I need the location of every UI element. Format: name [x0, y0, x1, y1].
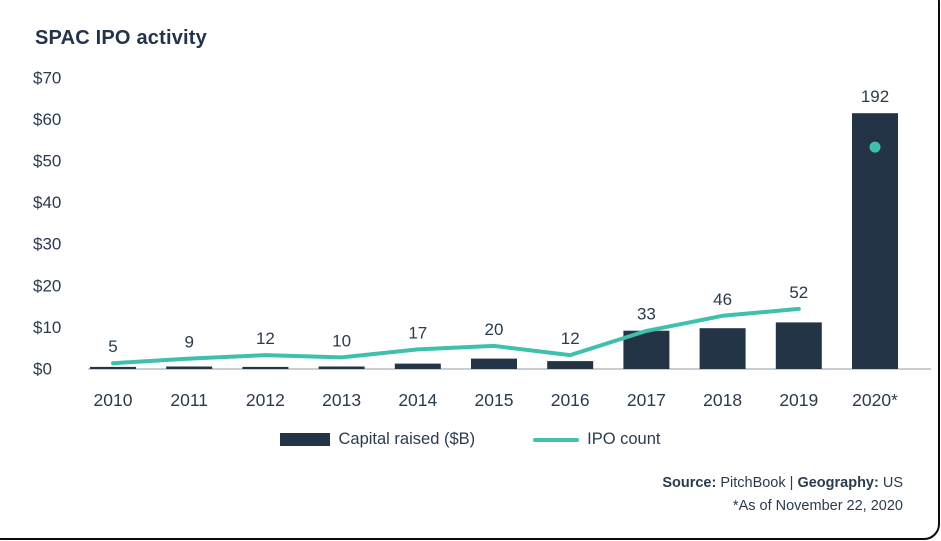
x-axis-year-label: 2019: [779, 390, 818, 410]
source-label: Source:: [662, 475, 717, 491]
x-axis-year-label: 2012: [246, 390, 285, 410]
ipo-count-value-label: 12: [256, 329, 275, 348]
ipo-count-line: [111, 306, 801, 366]
geography-value: US: [878, 475, 903, 491]
legend-label-capital-raised: Capital raised ($B): [338, 430, 476, 448]
y-tick-label: $40: [33, 193, 61, 212]
asof-line: *As of November 22, 2020: [732, 498, 903, 515]
y-tick-label: $20: [33, 276, 61, 295]
y-tick-label: $70: [33, 68, 61, 87]
capital-raised-bar: [318, 366, 365, 369]
x-axis-year-label: 2017: [627, 390, 666, 410]
ipo-count-value-label: 5: [108, 337, 117, 356]
legend-item-capital-raised: Capital raised ($B): [280, 430, 475, 449]
legend: Capital raised ($B) IPO count: [0, 430, 941, 449]
capital-raised-bar: [699, 328, 746, 369]
ipo-count-value-label: 52: [789, 283, 808, 302]
source-note: Source: PitchBook | Geography: US *As of…: [662, 472, 903, 518]
ipo-count-value-label: 46: [713, 290, 732, 309]
capital-raised-bar: [90, 366, 136, 369]
ipo-count-value-label: 192: [861, 87, 889, 106]
line-swatch-icon: [533, 437, 580, 442]
geography-label: Geography:: [797, 475, 879, 491]
ipo-count-value-label: 10: [332, 331, 351, 350]
page-title: SPAC IPO activity: [35, 27, 207, 50]
y-tick-label: $50: [33, 152, 61, 171]
capital-raised-bar: [471, 358, 517, 369]
capital-raised-bar: [775, 322, 822, 369]
y-tick-label: $60: [33, 110, 61, 129]
ipo-count-value-label: 33: [637, 305, 656, 324]
ipo-count-value-label: 9: [184, 333, 193, 352]
x-axis-year-label: 2013: [322, 390, 361, 410]
y-tick-label: $10: [33, 318, 61, 337]
ipo-count-dot-2020: [869, 141, 881, 153]
legend-item-ipo-count: IPO count: [533, 430, 661, 449]
source-line: Source: PitchBook | Geography: US: [662, 472, 903, 495]
x-axis-year-label: 2014: [398, 390, 437, 410]
x-axis-year-label: 2011: [170, 390, 208, 410]
ipo-count-value-label: 20: [485, 320, 504, 339]
bar-swatch-icon: [280, 433, 331, 446]
x-axis-year-label: 2020*: [852, 390, 898, 410]
capital-raised-bar: [166, 366, 213, 369]
ipo-count-value-label: 17: [408, 323, 427, 342]
capital-raised-bar: [242, 366, 289, 369]
x-axis-year-label: 2015: [475, 390, 514, 410]
x-axis-year-label: 2016: [551, 390, 590, 410]
legend-label-ipo-count: IPO count: [587, 430, 661, 448]
x-axis-year-label: 2018: [703, 390, 742, 410]
ipo-count-value-label: 12: [561, 329, 580, 348]
capital-raised-bar: [394, 363, 441, 369]
capital-raised-bar: [852, 113, 898, 369]
x-axis-year-label: 2010: [94, 390, 133, 410]
source-value: PitchBook |: [716, 475, 798, 491]
capital-raised-bar: [547, 361, 594, 369]
y-tick-label: $30: [33, 235, 61, 254]
y-tick-label: $0: [33, 360, 52, 379]
